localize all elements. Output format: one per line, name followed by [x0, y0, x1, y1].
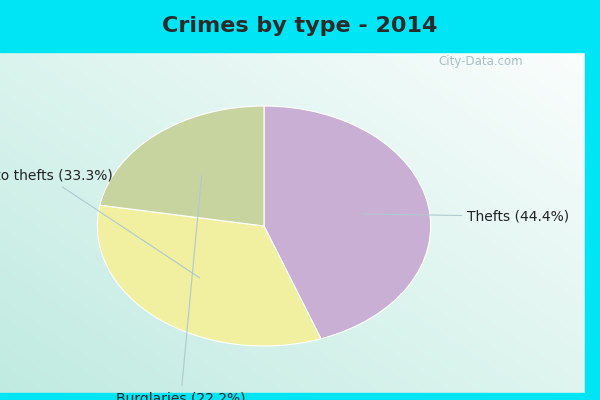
Bar	[0, 0, 600, 52]
Bar	[585, 0, 600, 400]
Text: City-Data.com: City-Data.com	[438, 56, 523, 68]
Bar	[0, 393, 600, 400]
Text: Thefts (44.4%): Thefts (44.4%)	[362, 210, 569, 223]
Wedge shape	[100, 106, 264, 226]
Text: Burglaries (22.2%): Burglaries (22.2%)	[116, 176, 245, 400]
Text: Auto thefts (33.3%): Auto thefts (33.3%)	[0, 169, 200, 278]
Wedge shape	[97, 205, 321, 346]
Wedge shape	[264, 106, 431, 339]
Text: Crimes by type - 2014: Crimes by type - 2014	[163, 16, 437, 36]
